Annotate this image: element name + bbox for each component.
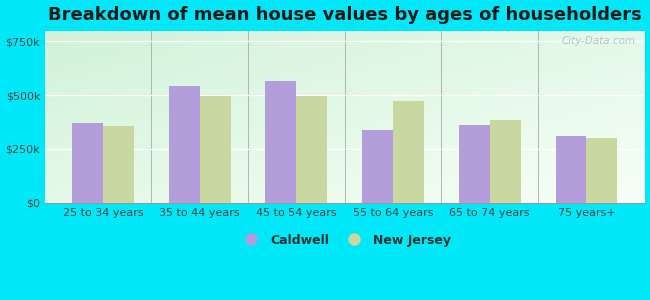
Bar: [103, 126, 134, 203]
Text: City-Data.com: City-Data.com: [562, 36, 636, 46]
Bar: [586, 138, 618, 203]
Legend: Caldwell, New Jersey: Caldwell, New Jersey: [234, 229, 456, 252]
Bar: [200, 96, 231, 203]
Bar: [459, 125, 489, 203]
Bar: [265, 81, 296, 203]
Bar: [72, 123, 103, 203]
Bar: [393, 100, 424, 203]
Bar: [489, 120, 521, 203]
Title: Breakdown of mean house values by ages of householders: Breakdown of mean house values by ages o…: [48, 6, 642, 24]
Bar: [169, 85, 200, 203]
Bar: [362, 130, 393, 203]
Bar: [296, 96, 328, 203]
Bar: [556, 136, 586, 203]
